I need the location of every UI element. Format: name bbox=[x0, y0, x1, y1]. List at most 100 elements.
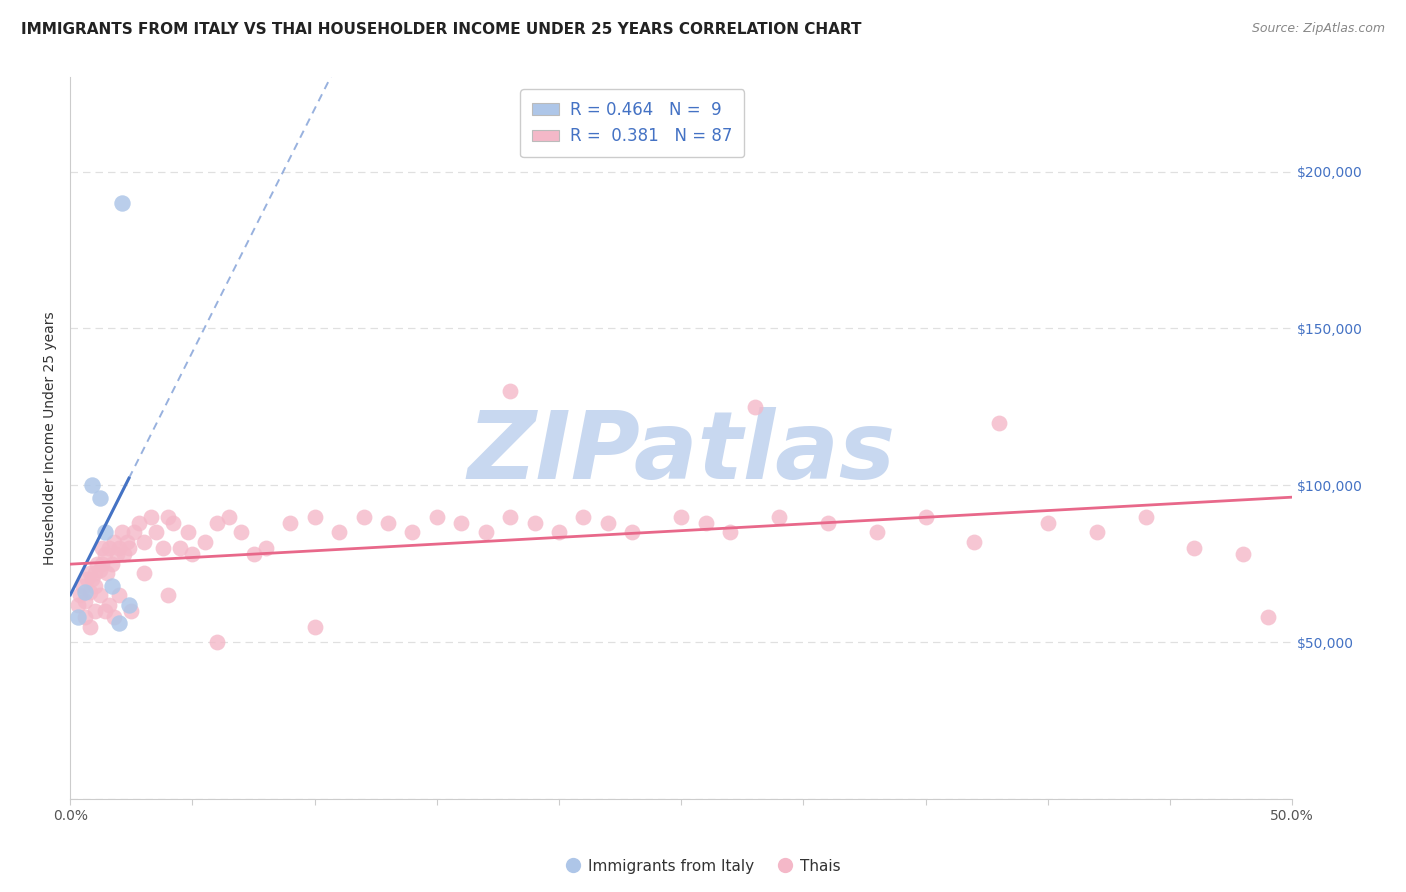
Point bbox=[73, 594, 96, 608]
Point bbox=[122, 525, 145, 540]
Point bbox=[1184, 541, 1206, 555]
Point bbox=[76, 573, 98, 587]
Point bbox=[73, 585, 96, 599]
Point bbox=[96, 566, 118, 581]
Point bbox=[157, 509, 180, 524]
Point bbox=[548, 525, 571, 540]
Point bbox=[145, 525, 167, 540]
Point bbox=[1085, 525, 1108, 540]
Point bbox=[79, 619, 101, 633]
Point bbox=[671, 509, 693, 524]
Point bbox=[169, 541, 191, 555]
Point bbox=[89, 491, 111, 505]
Point bbox=[132, 566, 155, 581]
Point bbox=[66, 610, 89, 624]
Point bbox=[83, 566, 105, 581]
Point bbox=[353, 509, 375, 524]
Point bbox=[914, 509, 936, 524]
Point bbox=[120, 604, 142, 618]
Point bbox=[231, 525, 253, 540]
Point bbox=[79, 566, 101, 581]
Point bbox=[450, 516, 472, 530]
Point bbox=[139, 509, 162, 524]
Point bbox=[304, 509, 326, 524]
Point bbox=[963, 534, 986, 549]
Point bbox=[93, 525, 115, 540]
Point bbox=[987, 416, 1010, 430]
Point bbox=[377, 516, 399, 530]
Point bbox=[866, 525, 889, 540]
Point bbox=[304, 619, 326, 633]
Point bbox=[93, 604, 115, 618]
Point bbox=[82, 573, 104, 587]
Point bbox=[621, 525, 644, 540]
Point bbox=[218, 509, 240, 524]
Text: IMMIGRANTS FROM ITALY VS THAI HOUSEHOLDER INCOME UNDER 25 YEARS CORRELATION CHAR: IMMIGRANTS FROM ITALY VS THAI HOUSEHOLDE… bbox=[21, 22, 862, 37]
Point bbox=[718, 525, 741, 540]
Point bbox=[744, 400, 766, 414]
Point bbox=[83, 579, 105, 593]
Point bbox=[111, 196, 134, 211]
Point bbox=[128, 516, 150, 530]
Point bbox=[523, 516, 546, 530]
Point bbox=[1135, 509, 1157, 524]
Point bbox=[132, 534, 155, 549]
Point bbox=[1036, 516, 1059, 530]
Legend: R = 0.464   N =  9, R =  0.381   N = 87: R = 0.464 N = 9, R = 0.381 N = 87 bbox=[520, 89, 744, 157]
Point bbox=[111, 525, 134, 540]
Point bbox=[103, 534, 125, 549]
Point bbox=[499, 384, 522, 399]
Point bbox=[93, 547, 115, 561]
Point bbox=[115, 534, 138, 549]
Point bbox=[82, 478, 104, 492]
Point bbox=[72, 579, 94, 593]
Point bbox=[181, 547, 204, 561]
Point bbox=[83, 604, 105, 618]
Point bbox=[66, 598, 89, 612]
Point bbox=[278, 516, 301, 530]
Point bbox=[118, 541, 141, 555]
Point bbox=[79, 585, 101, 599]
Point bbox=[474, 525, 496, 540]
Point bbox=[401, 525, 423, 540]
Point bbox=[108, 588, 131, 602]
Point bbox=[499, 509, 522, 524]
Point bbox=[205, 516, 228, 530]
Point bbox=[1257, 610, 1279, 624]
Point bbox=[328, 525, 350, 540]
Point bbox=[73, 610, 96, 624]
Point bbox=[101, 557, 124, 571]
Point bbox=[596, 516, 619, 530]
Point bbox=[817, 516, 839, 530]
Point bbox=[194, 534, 217, 549]
Text: Source: ZipAtlas.com: Source: ZipAtlas.com bbox=[1251, 22, 1385, 36]
Point bbox=[162, 516, 184, 530]
Point bbox=[242, 547, 264, 561]
Point bbox=[118, 598, 141, 612]
Point bbox=[98, 541, 121, 555]
Point bbox=[176, 525, 198, 540]
Text: ZIPatlas: ZIPatlas bbox=[467, 407, 896, 499]
Point bbox=[89, 563, 111, 577]
Y-axis label: Householder Income Under 25 years: Householder Income Under 25 years bbox=[44, 311, 58, 565]
Point bbox=[112, 547, 135, 561]
Point bbox=[108, 541, 131, 555]
Point bbox=[254, 541, 277, 555]
Point bbox=[103, 610, 125, 624]
Point bbox=[695, 516, 717, 530]
Point bbox=[86, 557, 108, 571]
Point bbox=[426, 509, 449, 524]
Point bbox=[101, 579, 124, 593]
Point bbox=[572, 509, 595, 524]
Point bbox=[98, 598, 121, 612]
Point bbox=[69, 588, 91, 602]
Point bbox=[157, 588, 180, 602]
Point bbox=[105, 547, 128, 561]
Point bbox=[108, 616, 131, 631]
Legend: Immigrants from Italy, Thais: Immigrants from Italy, Thais bbox=[560, 853, 846, 880]
Point bbox=[89, 588, 111, 602]
Point bbox=[91, 557, 114, 571]
Point bbox=[205, 635, 228, 649]
Point bbox=[768, 509, 790, 524]
Point bbox=[1232, 547, 1254, 561]
